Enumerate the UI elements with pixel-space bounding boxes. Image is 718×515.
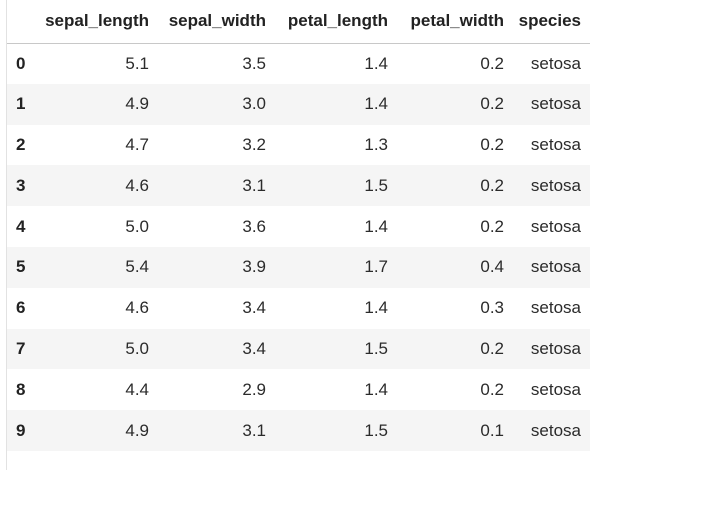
cell-sepal-width: 3.2 xyxy=(242,134,266,154)
cell-petal-length: 1.4 xyxy=(364,94,388,114)
row-index: 9 xyxy=(16,420,26,440)
cell-sepal-width: 3.0 xyxy=(242,94,266,114)
cell-species: setosa xyxy=(530,379,581,399)
cell-petal-width: 0.2 xyxy=(480,94,504,114)
cell-petal-width: 0.1 xyxy=(480,420,504,440)
cell-sepal-length: 4.6 xyxy=(125,298,149,318)
cell-petal-length: 1.4 xyxy=(364,298,388,318)
cell-sepal-width: 3.6 xyxy=(242,216,266,236)
cell-petal-width: 0.2 xyxy=(480,338,504,358)
table-row: 9 4.9 3.1 1.5 0.1 setosa xyxy=(7,410,590,451)
header-row: sepal_length sepal_width petal_length pe… xyxy=(7,0,590,43)
cell-sepal-width: 2.9 xyxy=(242,379,266,399)
column-header-sepal-width: sepal_width xyxy=(168,11,266,31)
cell-petal-width: 0.3 xyxy=(480,298,504,318)
cell-species: setosa xyxy=(530,216,581,236)
cell-petal-width: 0.2 xyxy=(480,216,504,236)
row-index: 8 xyxy=(16,379,26,399)
row-index: 1 xyxy=(16,94,26,114)
row-index: 3 xyxy=(16,175,26,195)
cell-species: setosa xyxy=(530,175,581,195)
cell-sepal-length: 4.7 xyxy=(125,134,149,154)
table-row: 3 4.6 3.1 1.5 0.2 setosa xyxy=(7,165,590,207)
cell-petal-width: 0.2 xyxy=(480,53,504,73)
dataframe-table: sepal_length sepal_width petal_length pe… xyxy=(7,0,590,451)
cell-petal-length: 1.5 xyxy=(364,175,388,195)
cell-sepal-width: 3.9 xyxy=(242,257,266,277)
table-row: 5 5.4 3.9 1.7 0.4 setosa xyxy=(7,246,590,288)
cell-petal-width: 0.2 xyxy=(480,175,504,195)
cell-species: setosa xyxy=(530,94,581,114)
cell-petal-length: 1.7 xyxy=(364,257,388,277)
table-row: 2 4.7 3.2 1.3 0.2 setosa xyxy=(7,125,590,166)
cell-petal-width: 0.2 xyxy=(480,134,504,154)
cell-sepal-length: 5.4 xyxy=(125,257,149,277)
cell-petal-length: 1.4 xyxy=(364,53,388,73)
cell-petal-length: 1.5 xyxy=(364,420,388,440)
cell-sepal-length: 5.0 xyxy=(125,338,149,358)
table-row: 6 4.6 3.4 1.4 0.3 setosa xyxy=(7,288,590,329)
cell-sepal-length: 4.4 xyxy=(125,379,149,399)
table-row: 1 4.9 3.0 1.4 0.2 setosa xyxy=(7,83,590,125)
row-index: 5 xyxy=(16,257,26,277)
cell-petal-length: 1.4 xyxy=(364,216,388,236)
cell-sepal-width: 3.1 xyxy=(242,175,266,195)
cell-species: setosa xyxy=(530,338,581,358)
cell-petal-width: 0.2 xyxy=(480,379,504,399)
index-header xyxy=(7,0,37,43)
cell-petal-length: 1.3 xyxy=(364,134,388,154)
column-header-species: species xyxy=(518,11,581,31)
cell-petal-length: 1.4 xyxy=(364,379,388,399)
cell-species: setosa xyxy=(530,134,581,154)
table-row: 0 5.1 3.5 1.4 0.2 setosa xyxy=(7,43,590,84)
table-row: 8 4.4 2.9 1.4 0.2 setosa xyxy=(7,369,590,410)
column-header-sepal-length: sepal_length xyxy=(45,11,149,31)
cell-species: setosa xyxy=(530,298,581,318)
row-index: 2 xyxy=(16,134,26,154)
cell-species: setosa xyxy=(530,420,581,440)
column-header-petal-length: petal_length xyxy=(287,11,388,31)
table-row: 7 5.0 3.4 1.5 0.2 setosa xyxy=(7,328,590,370)
cell-sepal-length: 5.0 xyxy=(125,216,149,236)
output-left-border xyxy=(6,0,7,470)
column-header-petal-width: petal_width xyxy=(410,11,504,31)
cell-sepal-length: 4.9 xyxy=(125,94,149,114)
row-index: 6 xyxy=(16,298,26,318)
cell-sepal-length: 4.6 xyxy=(125,175,149,195)
row-index: 4 xyxy=(16,216,26,236)
cell-sepal-length: 5.1 xyxy=(125,53,149,73)
cell-sepal-width: 3.4 xyxy=(242,338,266,358)
cell-petal-length: 1.5 xyxy=(364,338,388,358)
cell-sepal-width: 3.1 xyxy=(242,420,266,440)
cell-species: setosa xyxy=(530,257,581,277)
cell-sepal-width: 3.5 xyxy=(242,53,266,73)
cell-sepal-width: 3.4 xyxy=(242,298,266,318)
table-row: 4 5.0 3.6 1.4 0.2 setosa xyxy=(7,206,590,247)
cell-species: setosa xyxy=(530,53,581,73)
row-index: 0 xyxy=(16,53,26,73)
cell-petal-width: 0.4 xyxy=(480,257,504,277)
cell-sepal-length: 4.9 xyxy=(125,420,149,440)
row-index: 7 xyxy=(16,338,26,358)
